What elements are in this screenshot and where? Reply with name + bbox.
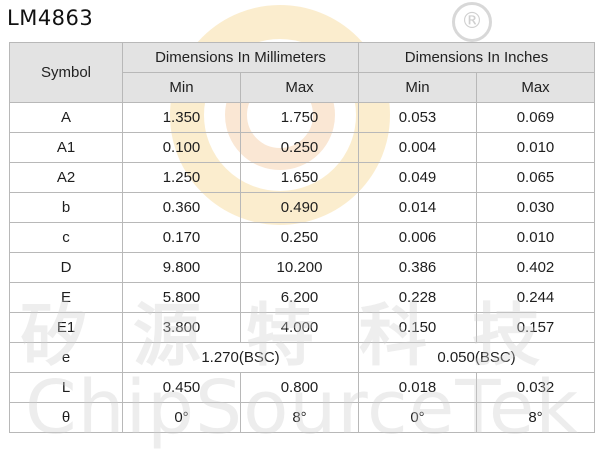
cell-mm-min: 0.450: [122, 372, 241, 403]
cell-symbol: e: [9, 342, 123, 373]
header-in-max: Max: [476, 72, 595, 103]
cell-in-max: 0.244: [476, 282, 595, 313]
cell-mm-min: 0°: [122, 402, 241, 433]
cell-in-max: 0.065: [476, 162, 595, 193]
table-row: L 0.450 0.800 0.018 0.032: [9, 372, 595, 403]
cell-mm-max: 8°: [240, 402, 359, 433]
header-in-min: Min: [358, 72, 477, 103]
cell-mm-min: 0.360: [122, 192, 241, 223]
cell-mm-span: 1.270(BSC): [122, 342, 359, 373]
cell-symbol: E1: [9, 312, 123, 343]
cell-in-max: 0.157: [476, 312, 595, 343]
table-row: e 1.270(BSC) 0.050(BSC): [9, 342, 595, 373]
cell-mm-max: 4.000: [240, 312, 359, 343]
table-row: E 5.800 6.200 0.228 0.244: [9, 282, 595, 313]
cell-mm-min: 1.350: [122, 102, 241, 133]
cell-mm-min: 9.800: [122, 252, 241, 283]
cell-in-max: 0.032: [476, 372, 595, 403]
cell-mm-max: 0.250: [240, 132, 359, 163]
registered-mark-icon: ®: [452, 2, 492, 42]
cell-symbol: D: [9, 252, 123, 283]
cell-mm-min: 0.100: [122, 132, 241, 163]
cell-in-min: 0.386: [358, 252, 477, 283]
cell-mm-min: 0.170: [122, 222, 241, 253]
table-row: E1 3.800 4.000 0.150 0.157: [9, 312, 595, 343]
cell-mm-min: 1.250: [122, 162, 241, 193]
cell-in-max: 0.030: [476, 192, 595, 223]
table-row: θ 0° 8° 0° 8°: [9, 402, 595, 433]
cell-in-max: 8°: [476, 402, 595, 433]
cell-mm-max: 1.750: [240, 102, 359, 133]
cell-symbol: E: [9, 282, 123, 313]
cell-mm-max: 0.800: [240, 372, 359, 403]
dimensions-table: Symbol Dimensions In Millimeters Dimensi…: [9, 42, 595, 433]
cell-symbol: θ: [9, 402, 123, 433]
cell-in-max: 0.010: [476, 132, 595, 163]
header-symbol: Symbol: [9, 42, 123, 103]
cell-mm-max: 0.250: [240, 222, 359, 253]
table-row: A 1.350 1.750 0.053 0.069: [9, 102, 595, 133]
cell-mm-max: 1.650: [240, 162, 359, 193]
cell-mm-min: 3.800: [122, 312, 241, 343]
page-title: LM4863: [7, 6, 94, 30]
cell-symbol: A2: [9, 162, 123, 193]
cell-mm-max: 0.490: [240, 192, 359, 223]
cell-mm-min: 5.800: [122, 282, 241, 313]
cell-in-min: 0.228: [358, 282, 477, 313]
table-row: A1 0.100 0.250 0.004 0.010: [9, 132, 595, 163]
cell-in-min: 0.006: [358, 222, 477, 253]
header-mm-max: Max: [240, 72, 359, 103]
header-millimeters: Dimensions In Millimeters: [122, 42, 359, 73]
cell-symbol: A: [9, 102, 123, 133]
cell-in-max: 0.010: [476, 222, 595, 253]
cell-in-min: 0°: [358, 402, 477, 433]
cell-symbol: b: [9, 192, 123, 223]
cell-symbol: A1: [9, 132, 123, 163]
table-row: b 0.360 0.490 0.014 0.030: [9, 192, 595, 223]
cell-in-min: 0.018: [358, 372, 477, 403]
cell-mm-max: 10.200: [240, 252, 359, 283]
cell-in-min: 0.004: [358, 132, 477, 163]
cell-in-span: 0.050(BSC): [358, 342, 595, 373]
cell-in-min: 0.014: [358, 192, 477, 223]
cell-in-min: 0.150: [358, 312, 477, 343]
cell-symbol: L: [9, 372, 123, 403]
header-mm-min: Min: [122, 72, 241, 103]
cell-in-min: 0.049: [358, 162, 477, 193]
cell-in-min: 0.053: [358, 102, 477, 133]
cell-mm-max: 6.200: [240, 282, 359, 313]
cell-symbol: c: [9, 222, 123, 253]
table-row: A2 1.250 1.650 0.049 0.065: [9, 162, 595, 193]
cell-in-max: 0.069: [476, 102, 595, 133]
table-row: c 0.170 0.250 0.006 0.010: [9, 222, 595, 253]
header-inches: Dimensions In Inches: [358, 42, 595, 73]
cell-in-max: 0.402: [476, 252, 595, 283]
table-row: D 9.800 10.200 0.386 0.402: [9, 252, 595, 283]
